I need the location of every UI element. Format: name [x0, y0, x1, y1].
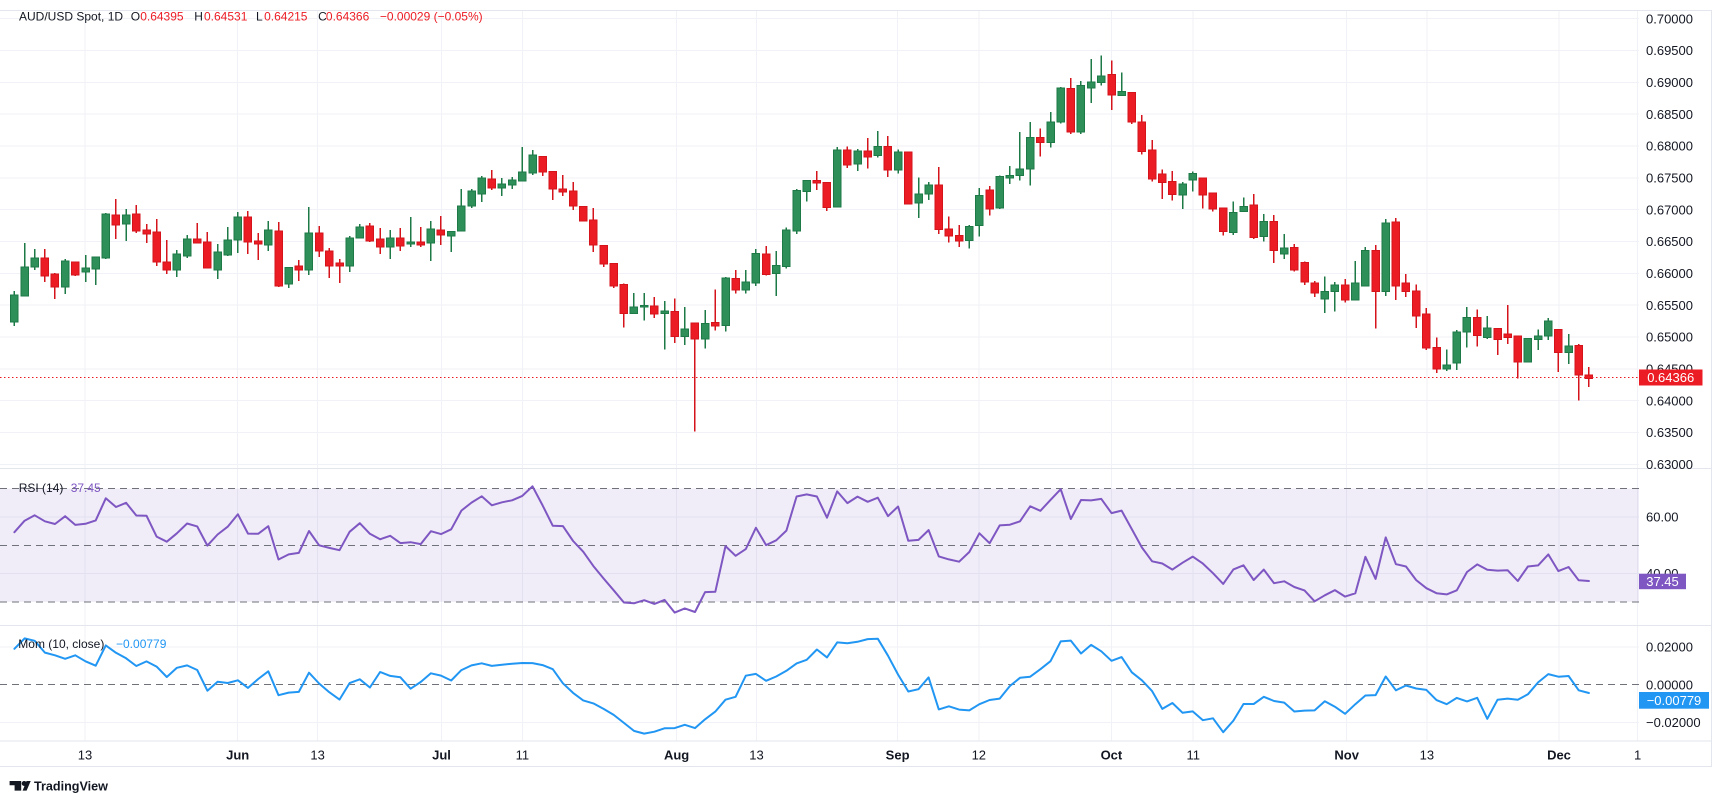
svg-text:0.68000: 0.68000: [1646, 139, 1693, 154]
svg-text:0.65000: 0.65000: [1646, 330, 1693, 345]
svg-text:Dec: Dec: [1547, 747, 1571, 762]
svg-text:0.00000: 0.00000: [1646, 677, 1693, 692]
svg-text:13: 13: [1420, 747, 1434, 762]
svg-text:11: 11: [1186, 747, 1200, 762]
svg-text:0.63000: 0.63000: [1646, 457, 1693, 472]
svg-text:0.70000: 0.70000: [1646, 11, 1693, 26]
svg-text:1: 1: [1634, 747, 1641, 762]
svg-text:13: 13: [749, 747, 763, 762]
svg-text:Jun: Jun: [226, 747, 249, 762]
svg-text:Sep: Sep: [886, 747, 910, 762]
svg-text:0.64000: 0.64000: [1646, 393, 1693, 408]
svg-text:0.02000: 0.02000: [1646, 640, 1693, 655]
svg-text:Jul: Jul: [432, 747, 451, 762]
svg-text:Aug: Aug: [664, 747, 689, 762]
svg-text:−0.00779: −0.00779: [1647, 693, 1702, 708]
svg-text:0.66500: 0.66500: [1646, 234, 1693, 249]
svg-text:0.68500: 0.68500: [1646, 107, 1693, 122]
svg-text:0.67000: 0.67000: [1646, 202, 1693, 217]
svg-text:RSI (14)37.45: RSI (14) 37.45: [19, 481, 101, 495]
svg-text:13: 13: [78, 747, 92, 762]
svg-text:Mom (10, close)−0.00779: Mom (10, close) −0.00779: [18, 637, 166, 651]
svg-text:12: 12: [972, 747, 986, 762]
svg-text:0.69000: 0.69000: [1646, 75, 1693, 90]
svg-text:0.67500: 0.67500: [1646, 171, 1693, 186]
svg-text:0.69500: 0.69500: [1646, 43, 1693, 58]
svg-text:0.65500: 0.65500: [1646, 298, 1693, 313]
svg-text:0.66000: 0.66000: [1646, 266, 1693, 281]
svg-text:Nov: Nov: [1334, 747, 1359, 762]
svg-text:0.64366: 0.64366: [1647, 370, 1694, 385]
svg-text:11: 11: [516, 747, 530, 762]
svg-text:Oct: Oct: [1101, 747, 1123, 762]
svg-text:13: 13: [310, 747, 324, 762]
svg-text:TradingView: TradingView: [34, 779, 108, 793]
svg-text:−0.02000: −0.02000: [1646, 715, 1701, 730]
svg-text:0.63500: 0.63500: [1646, 425, 1693, 440]
svg-text:37.45: 37.45: [1646, 574, 1679, 589]
svg-text:60.00: 60.00: [1646, 510, 1679, 525]
